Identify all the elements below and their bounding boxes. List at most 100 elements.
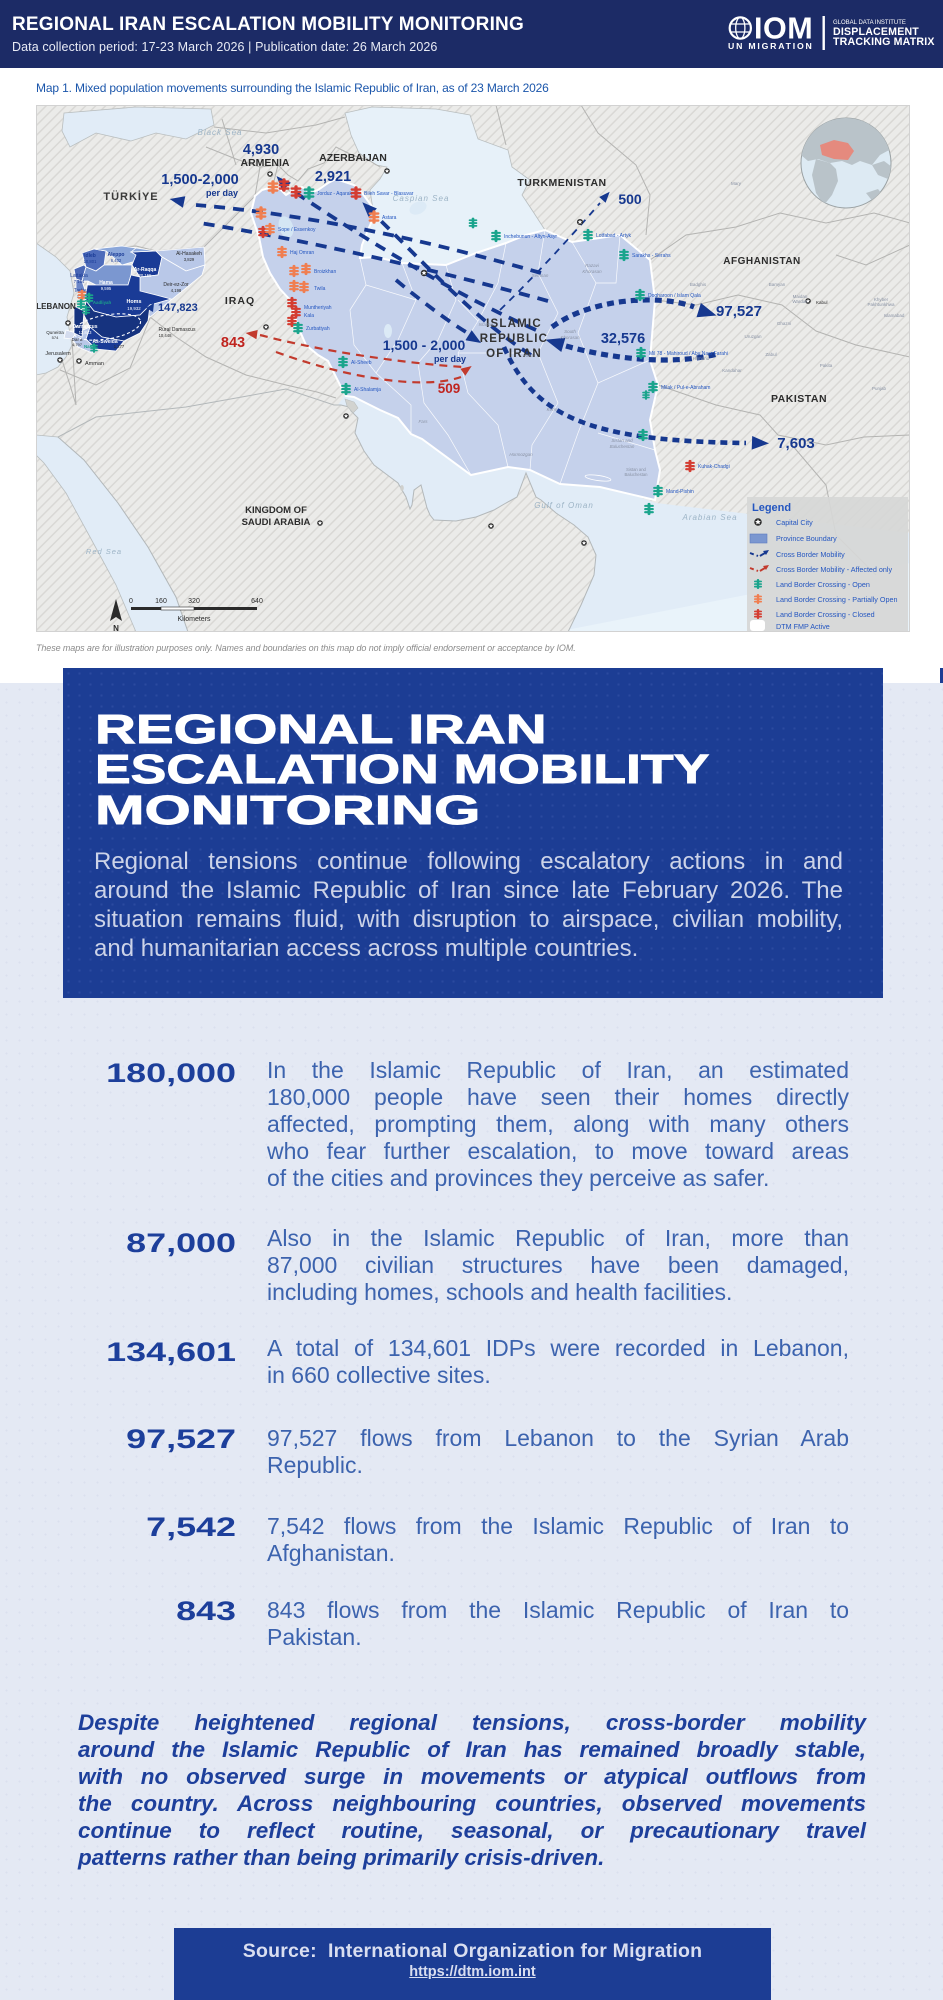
svg-text:320: 320	[188, 598, 200, 605]
svg-text:Sistan and: Sistan and	[611, 438, 633, 443]
svg-text:Sistan and: Sistan and	[626, 467, 646, 472]
svg-text:N: N	[113, 624, 119, 632]
svg-text:7,154: 7,154	[74, 279, 85, 284]
svg-text:Bamyan: Bamyan	[769, 282, 786, 287]
svg-text:500: 500	[618, 191, 642, 207]
svg-text:Badghis: Badghis	[690, 282, 707, 287]
svg-text:DTM FMP Active: DTM FMP Active	[776, 622, 830, 631]
svg-text:Legend: Legend	[752, 502, 791, 514]
svg-text:Idleb: Idleb	[84, 253, 96, 259]
svg-text:Mand-Pishin: Mand-Pishin	[666, 489, 694, 495]
svg-text:SAUDI ARABIA: SAUDI ARABIA	[242, 517, 311, 528]
svg-text:IOM: IOM	[754, 12, 813, 46]
svg-text:TURKMENISTAN: TURKMENISTAN	[517, 177, 606, 189]
svg-text:KINGDOM OF: KINGDOM OF	[245, 505, 307, 516]
svg-text:Aadliyah: Aadliyah	[93, 300, 112, 305]
svg-text:ISLAMIC: ISLAMIC	[486, 318, 542, 330]
svg-text:1,277: 1,277	[114, 344, 125, 349]
svg-text:GLOBAL DATA INSTITUTE: GLOBAL DATA INSTITUTE	[833, 20, 906, 26]
svg-text:32,576: 32,576	[601, 331, 645, 347]
svg-text:LEBANON: LEBANON	[36, 302, 76, 311]
svg-text:1,500-2,000: 1,500-2,000	[161, 172, 238, 188]
svg-text:20,155: 20,155	[139, 273, 152, 278]
svg-text:Isfahan: Isfahan	[479, 322, 494, 327]
svg-text:Pakita: Pakita	[820, 363, 833, 368]
svg-text:Twila: Twila	[314, 286, 326, 292]
svg-text:Hormozgan: Hormozgan	[509, 452, 533, 457]
svg-text:Wardak: Wardak	[792, 299, 808, 304]
svg-text:Damascus: Damascus	[72, 324, 97, 330]
svg-text:4,930: 4,930	[243, 142, 279, 158]
svg-text:Kabul: Kabul	[816, 300, 828, 305]
svg-text:Zurbatiyah: Zurbatiyah	[306, 326, 330, 332]
svg-text:Baluchestan: Baluchestan	[624, 472, 648, 477]
svg-text:Rural Damascus: Rural Damascus	[159, 327, 196, 333]
svg-text:Sarakhs - Serahs: Sarakhs - Serahs	[632, 253, 671, 259]
svg-text:Cross Border Mobility - Affect: Cross Border Mobility - Affected only	[776, 565, 893, 574]
svg-text:0: 0	[129, 598, 133, 605]
svg-text:147,823: 147,823	[158, 302, 198, 314]
svg-text:Muntheriyah: Muntheriyah	[304, 305, 332, 311]
svg-text:Punjab: Punjab	[872, 386, 887, 391]
svg-text:Al-Shalamja: Al-Shalamja	[354, 387, 381, 393]
svg-text:Maidan: Maidan	[793, 294, 808, 299]
svg-text:Lotfabad - Artyk: Lotfabad - Artyk	[596, 233, 632, 239]
svg-text:AZERBAIJAN: AZERBAIJAN	[319, 152, 387, 164]
svg-text:Amman: Amman	[85, 361, 104, 367]
svg-text:Fars: Fars	[419, 419, 429, 424]
svg-text:Pakhtunkhwa: Pakhtunkhwa	[867, 302, 895, 307]
svg-text:Kerm: Kerm	[547, 407, 558, 412]
svg-text:Quneitra: Quneitra	[46, 330, 64, 335]
svg-text:4,797: 4,797	[72, 342, 83, 347]
svg-text:Province Boundary: Province Boundary	[776, 534, 837, 543]
svg-text:Kala: Kala	[304, 313, 314, 319]
svg-text:per day: per day	[206, 188, 238, 198]
svg-text:Land Border Crossing - Partial: Land Border Crossing - Partially Open	[776, 595, 897, 604]
svg-text:Jerusalem: Jerusalem	[45, 351, 71, 357]
svg-text:PAKISTAN: PAKISTAN	[771, 393, 827, 405]
svg-text:Astara: Astara	[382, 215, 397, 221]
svg-text:Khyber: Khyber	[874, 297, 889, 302]
svg-text:Cross Border Mobility: Cross Border Mobility	[776, 550, 845, 559]
svg-text:97,527: 97,527	[716, 303, 762, 320]
svg-text:Kilometers: Kilometers	[177, 616, 211, 623]
svg-text:Semnan: Semnan	[532, 273, 549, 278]
svg-text:Jorduz - Aqarak: Jorduz - Aqarak	[317, 191, 353, 197]
svg-text:Gulf of Oman: Gulf of Oman	[534, 501, 594, 510]
svg-text:Deir-ez-Zor: Deir-ez-Zor	[163, 282, 189, 288]
svg-text:AFGHANISTAN: AFGHANISTAN	[723, 256, 801, 267]
svg-text:10,448: 10,448	[159, 333, 172, 338]
svg-text:Hilmand: Hilmand	[693, 356, 710, 361]
svg-text:TRACKING MATRIX: TRACKING MATRIX	[833, 36, 935, 48]
svg-text:Land Border Crossing - Open: Land Border Crossing - Open	[776, 580, 870, 589]
svg-text:Nasib: Nasib	[84, 344, 96, 349]
svg-text:509: 509	[438, 381, 461, 396]
svg-text:Capital City: Capital City	[776, 518, 813, 527]
svg-text:3,829: 3,829	[184, 257, 195, 262]
svg-text:ARMENIA: ARMENIA	[241, 157, 290, 169]
svg-text:2,921: 2,921	[315, 169, 351, 185]
svg-text:OF IRAN: OF IRAN	[486, 348, 542, 360]
svg-text:7,603: 7,603	[777, 435, 815, 452]
svg-text:640: 640	[251, 598, 263, 605]
svg-text:Mary: Mary	[731, 181, 742, 186]
svg-text:REPUBLIC: REPUBLIC	[480, 333, 548, 345]
svg-text:As-Sweida: As-Sweida	[92, 339, 118, 345]
svg-text:Kuhak-Chadgi: Kuhak-Chadgi	[698, 464, 730, 470]
svg-text:12,843: 12,843	[79, 330, 92, 335]
svg-text:Milak / Pul-e-Abraham: Milak / Pul-e-Abraham	[661, 385, 710, 391]
svg-text:Khorasan: Khorasan	[560, 335, 580, 340]
svg-text:Broizkhan: Broizkhan	[314, 269, 336, 275]
svg-text:Caspian Sea: Caspian Sea	[393, 194, 450, 203]
svg-text:IRAQ: IRAQ	[225, 295, 255, 307]
svg-text:per day: per day	[434, 354, 466, 364]
svg-text:Land Border Crossing - Closed: Land Border Crossing - Closed	[776, 610, 875, 619]
svg-text:South: South	[564, 329, 576, 334]
svg-text:Al-Hasakeh: Al-Hasakeh	[176, 251, 202, 257]
svg-text:19,932: 19,932	[127, 306, 141, 311]
svg-text:Homs: Homs	[127, 299, 142, 305]
svg-text:Mil 78 - Mahiroud / Abu Nasr F: Mil 78 - Mahiroud / Abu Nasr Farahi	[649, 351, 728, 357]
svg-text:Black Sea: Black Sea	[197, 128, 242, 137]
svg-text:843: 843	[221, 335, 245, 351]
svg-text:160: 160	[155, 598, 167, 605]
